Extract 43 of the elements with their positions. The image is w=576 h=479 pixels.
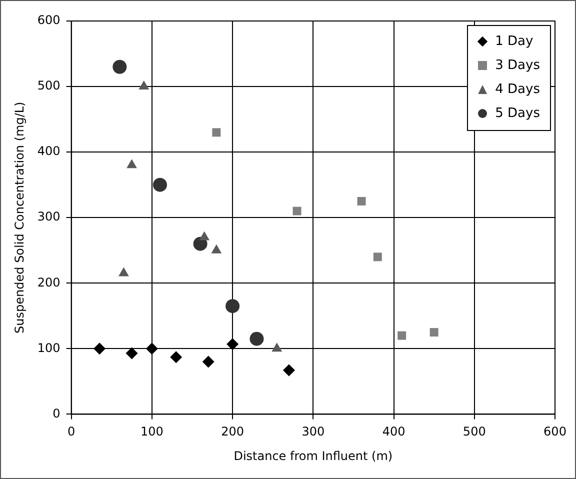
y-axis-title: Suspended Solid Concentration (mg/L) (12, 102, 26, 334)
point (126, 347, 138, 360)
point (152, 178, 167, 192)
point (211, 244, 222, 254)
point (138, 80, 150, 90)
point (112, 60, 127, 74)
y-tick-label: 300 (37, 210, 60, 224)
x-tick-label: 600 (544, 424, 566, 439)
y-tick-label: 100 (37, 340, 60, 355)
point (118, 267, 129, 276)
point (373, 252, 382, 262)
point (282, 364, 295, 376)
x-tick-label: 100 (140, 424, 164, 439)
y-tick-label: 0 (52, 406, 60, 420)
point (126, 159, 137, 168)
x-tick-label: 300 (302, 424, 325, 439)
point (94, 342, 106, 355)
legend-label: 1 Day (494, 34, 534, 49)
x-tick-label: 500 (462, 424, 486, 439)
point (430, 328, 438, 337)
point (272, 342, 282, 352)
point (398, 331, 406, 340)
point (199, 231, 210, 240)
point (357, 196, 366, 206)
y-tick-label: 200 (37, 275, 60, 290)
point (202, 356, 214, 368)
point (226, 338, 239, 350)
point (170, 351, 182, 364)
legend-label: 3 Days (494, 58, 540, 73)
point (146, 342, 158, 355)
x-tick-label: 400 (382, 424, 406, 439)
x-axis-title: Distance from Influent (m) (234, 448, 393, 463)
y-tick-label: 600 (37, 13, 60, 28)
legend-label: 4 Days (494, 82, 540, 97)
point (292, 206, 302, 216)
y-tick-label: 400 (37, 144, 60, 158)
point (226, 299, 240, 314)
legend-label: 5 Days (494, 106, 540, 121)
x-tick-label: 200 (221, 424, 244, 439)
y-tick-label: 500 (37, 78, 60, 93)
point (212, 128, 221, 137)
point (250, 332, 264, 346)
x-tick-label: 0 (67, 424, 76, 439)
